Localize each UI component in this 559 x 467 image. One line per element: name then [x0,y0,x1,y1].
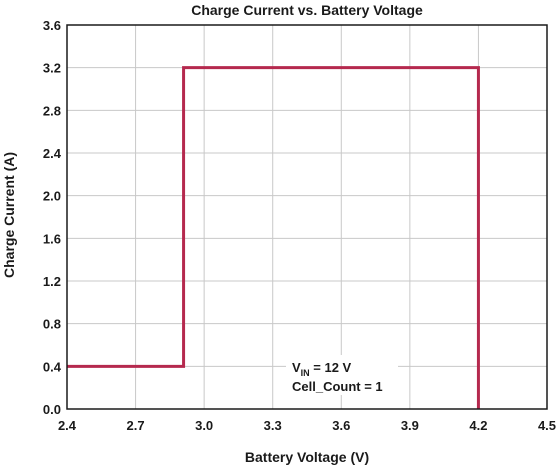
y-tick-label-1: 0.4 [43,359,62,374]
x-tick-label-1: 2.7 [127,418,145,433]
annotation-vin-sub: IN [301,368,310,378]
x-tick-label-2: 3.0 [195,418,213,433]
y-tick-label-6: 2.4 [43,146,62,161]
grid [66,24,548,410]
series-line-0 [67,66,480,409]
chart-title: Charge Current vs. Battery Voltage [191,2,423,18]
annotation: VIN = 12 V Cell_Count = 1 [286,355,398,395]
series-layer [67,66,480,409]
x-tick-label-5: 3.9 [401,418,419,433]
x-tick-label-6: 4.2 [469,418,487,433]
x-tick-label-4: 3.6 [332,418,350,433]
annotation-vin-main: V [292,360,301,375]
annotation-cell-count: Cell_Count = 1 [292,379,383,394]
y-tick-label-9: 3.6 [43,18,61,33]
annotation-background [286,355,398,395]
y-tick-label-2: 0.8 [43,317,61,332]
x-tick-label-7: 4.5 [538,418,556,433]
annotation-vin: VIN = 12 V [292,360,352,378]
annotation-vin-rest: = 12 V [310,360,352,375]
y-tick-label-8: 3.2 [43,61,61,76]
y-tick-label-3: 1.2 [43,274,61,289]
y-axis-label: Charge Current (A) [1,152,17,278]
y-tick-label-0: 0.0 [43,402,61,417]
x-tick-label-3: 3.3 [264,418,282,433]
y-tick-label-5: 2.0 [43,189,61,204]
y-tick-label-7: 2.8 [43,103,61,118]
x-tick-labels: 2.4 2.7 3.0 3.3 3.6 3.9 4.2 4.5 [58,418,556,433]
x-axis-label: Battery Voltage (V) [245,449,369,465]
x-tick-label-0: 2.4 [58,418,77,433]
y-tick-label-4: 1.6 [43,231,61,246]
y-tick-labels: 0.0 0.4 0.8 1.2 1.6 2.0 2.4 2.8 3.2 3.6 [43,18,62,417]
plot-frame [66,24,548,410]
